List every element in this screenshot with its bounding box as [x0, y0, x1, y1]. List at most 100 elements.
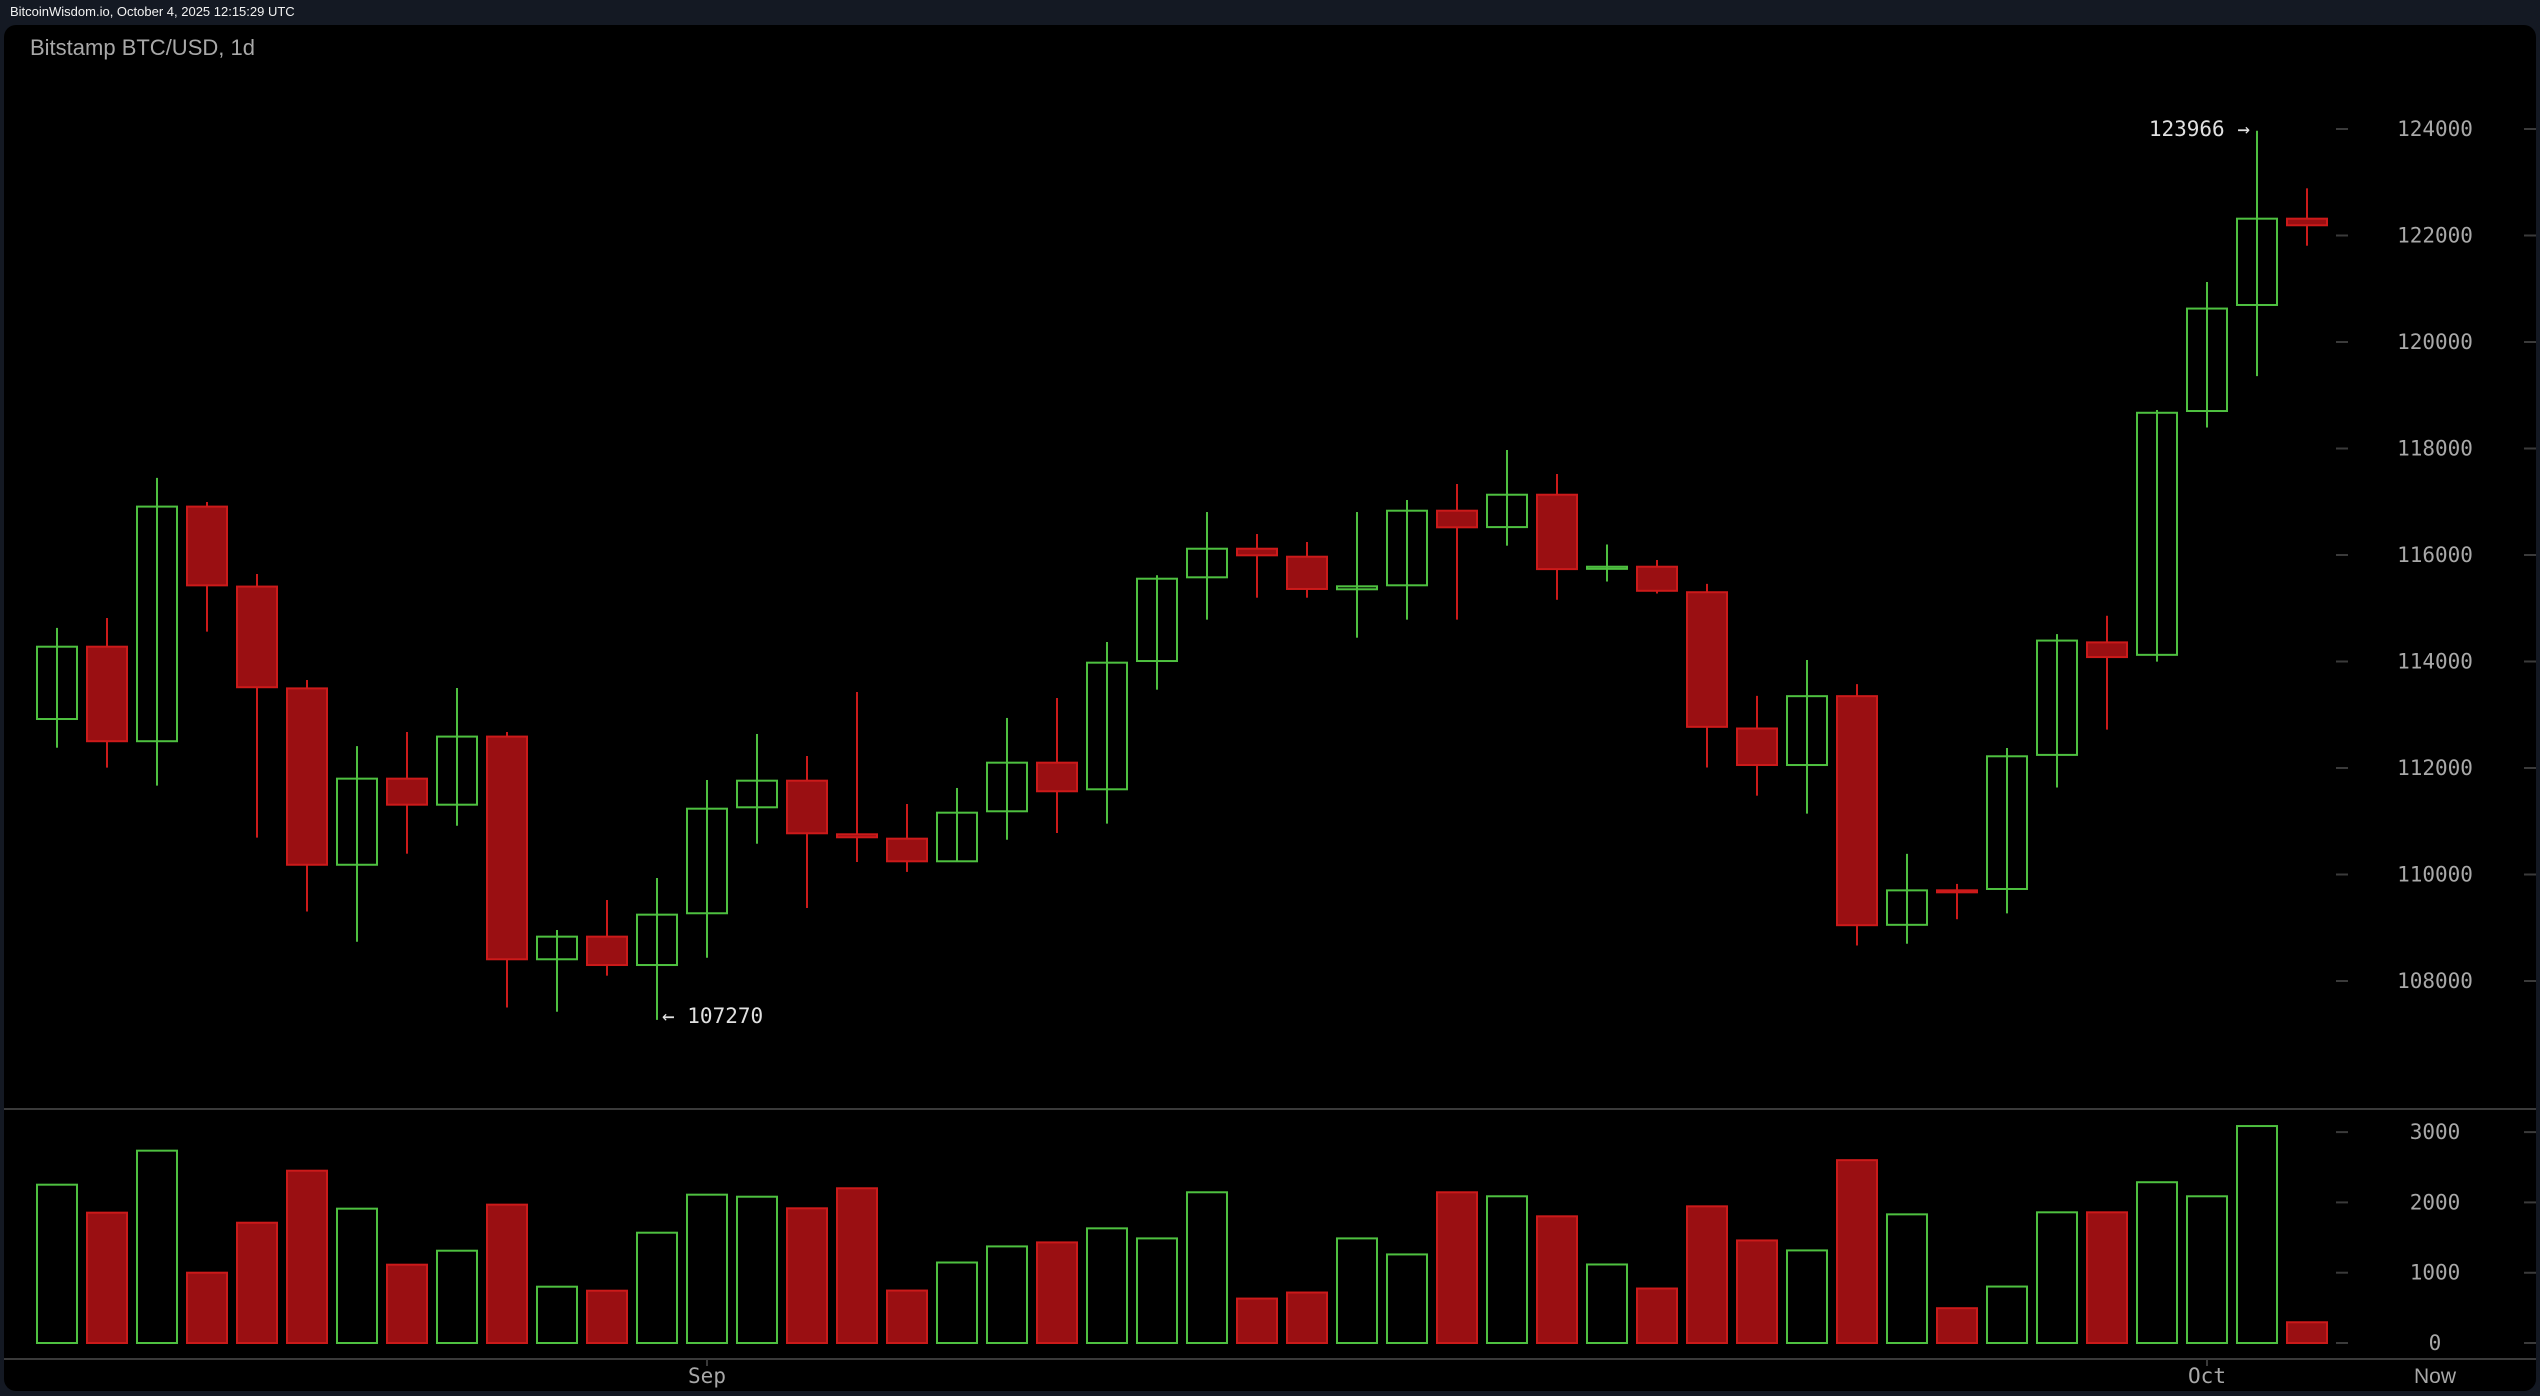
price-axis-label: 122000 — [2397, 224, 2473, 248]
price-axis-label: 114000 — [2397, 650, 2473, 674]
price-axis-label: 124000 — [2397, 117, 2473, 141]
volume-bars — [36, 1125, 2328, 1345]
candle-down — [1286, 542, 1328, 598]
candle-up — [936, 787, 978, 863]
candle-up — [1086, 642, 1128, 824]
candle-body — [1086, 661, 1128, 791]
candle-body — [836, 833, 878, 839]
volume-bar-up — [636, 1231, 678, 1345]
volume-axis-label: 2000 — [2410, 1190, 2461, 1214]
volume-bar-up — [1086, 1227, 1128, 1344]
candle-up — [1486, 449, 1528, 546]
candle-body — [1836, 695, 1878, 927]
x-axis-now-label: Now — [2414, 1365, 2457, 1388]
candle-body — [1786, 695, 1828, 767]
candle-body — [236, 585, 278, 689]
candle-up — [2186, 281, 2228, 428]
volume-bar-up — [1786, 1249, 1828, 1345]
source-timestamp: BitcoinWisdom.io, October 4, 2025 12:15:… — [10, 4, 295, 19]
candle-body — [86, 645, 128, 743]
price-axis-label: 110000 — [2397, 863, 2473, 887]
candle-down — [1236, 534, 1278, 598]
candle-down — [1686, 583, 1728, 768]
volume-bar-up — [136, 1149, 178, 1344]
volume-bar-up — [536, 1285, 578, 1344]
candle-body — [386, 777, 428, 806]
candle-down — [836, 691, 878, 862]
volume-bar-down — [2286, 1321, 2328, 1344]
volume-bar-down — [1936, 1307, 1978, 1345]
candle-down — [486, 732, 528, 1008]
candle-up — [986, 717, 1028, 840]
price-axis-label: 116000 — [2397, 543, 2473, 567]
low-annotation: ← 107270 — [662, 1004, 763, 1028]
candle-down — [386, 732, 428, 854]
candle-body — [2236, 217, 2278, 306]
volume-bar-down — [386, 1263, 428, 1344]
candle-up — [1986, 748, 2028, 914]
candle-up — [686, 779, 728, 958]
volume-bar-up — [1186, 1191, 1228, 1345]
candle-up — [436, 688, 478, 826]
candle-body — [436, 735, 478, 806]
volume-bar-down — [1686, 1205, 1728, 1344]
volume-bar-up — [1886, 1213, 1928, 1344]
volume-bar-up — [1986, 1285, 2028, 1344]
price-axis-label: 118000 — [2397, 437, 2473, 461]
candle-down — [1636, 560, 1678, 594]
candle-up — [1886, 853, 1928, 944]
candle-up — [736, 733, 778, 844]
volume-bar-up — [936, 1261, 978, 1344]
volume-bar-down — [236, 1221, 278, 1344]
volume-bar-down — [836, 1187, 878, 1344]
candle-body — [1986, 755, 2028, 890]
candle-body — [136, 505, 178, 743]
candle-down — [1036, 697, 1078, 833]
volume-bar-down — [586, 1289, 628, 1344]
axes — [4, 128, 2536, 1366]
volume-bar-down — [1836, 1159, 1878, 1344]
chart-panel: 108000 110000 112000 114000 116000 118000 1200… — [4, 25, 2536, 1391]
price-axis-label: 108000 — [2397, 969, 2473, 993]
top-bar: BitcoinWisdom.io, October 4, 2025 12:15:… — [0, 0, 2540, 25]
candle-body — [886, 837, 928, 863]
candle-down — [1536, 474, 1578, 600]
candle-body — [1686, 591, 1728, 728]
volume-bar-up — [2236, 1125, 2278, 1344]
candle-down — [86, 617, 128, 768]
candle-body — [2036, 639, 2078, 756]
candle-body — [1036, 761, 1078, 793]
chart-title: Bitstamp BTC/USD, 1d — [30, 35, 255, 60]
price-candles — [36, 130, 2328, 1020]
volume-bar-up — [1386, 1253, 1428, 1344]
volume-bar-down — [486, 1203, 528, 1345]
candle-down — [286, 679, 328, 912]
volume-bar-up — [1136, 1237, 1178, 1344]
x-axis-label: Sep — [688, 1364, 726, 1388]
candle-up — [2136, 410, 2178, 662]
candle-body — [536, 935, 578, 961]
candle-up — [1386, 499, 1428, 620]
candle-body — [186, 505, 228, 587]
price-axis-label: 120000 — [2397, 330, 2473, 354]
candle-body — [1936, 889, 1978, 894]
volume-bar-down — [2086, 1211, 2128, 1344]
candle-up — [1786, 660, 1828, 814]
volume-bar-down — [1436, 1191, 1478, 1345]
volume-bar-up — [36, 1183, 78, 1345]
candle-body — [2186, 307, 2228, 413]
candle-up — [636, 878, 678, 1020]
candle-body — [336, 777, 378, 866]
x-axis-label: Oct — [2188, 1364, 2226, 1388]
volume-bar-down — [86, 1211, 128, 1345]
candle-body — [36, 645, 78, 721]
candlestick-chart[interactable]: 108000 110000 112000 114000 116000 118000 1200… — [4, 25, 2536, 1391]
candle-up — [136, 477, 178, 786]
candle-body — [1636, 565, 1678, 592]
axis-labels: 108000 110000 112000 114000 116000 118000 1200… — [688, 117, 2473, 1388]
volume-bar-up — [2186, 1195, 2228, 1345]
candle-down — [1936, 883, 1978, 920]
candle-body — [686, 807, 728, 915]
volume-bar-down — [1036, 1241, 1078, 1345]
candle-body — [1436, 509, 1478, 529]
